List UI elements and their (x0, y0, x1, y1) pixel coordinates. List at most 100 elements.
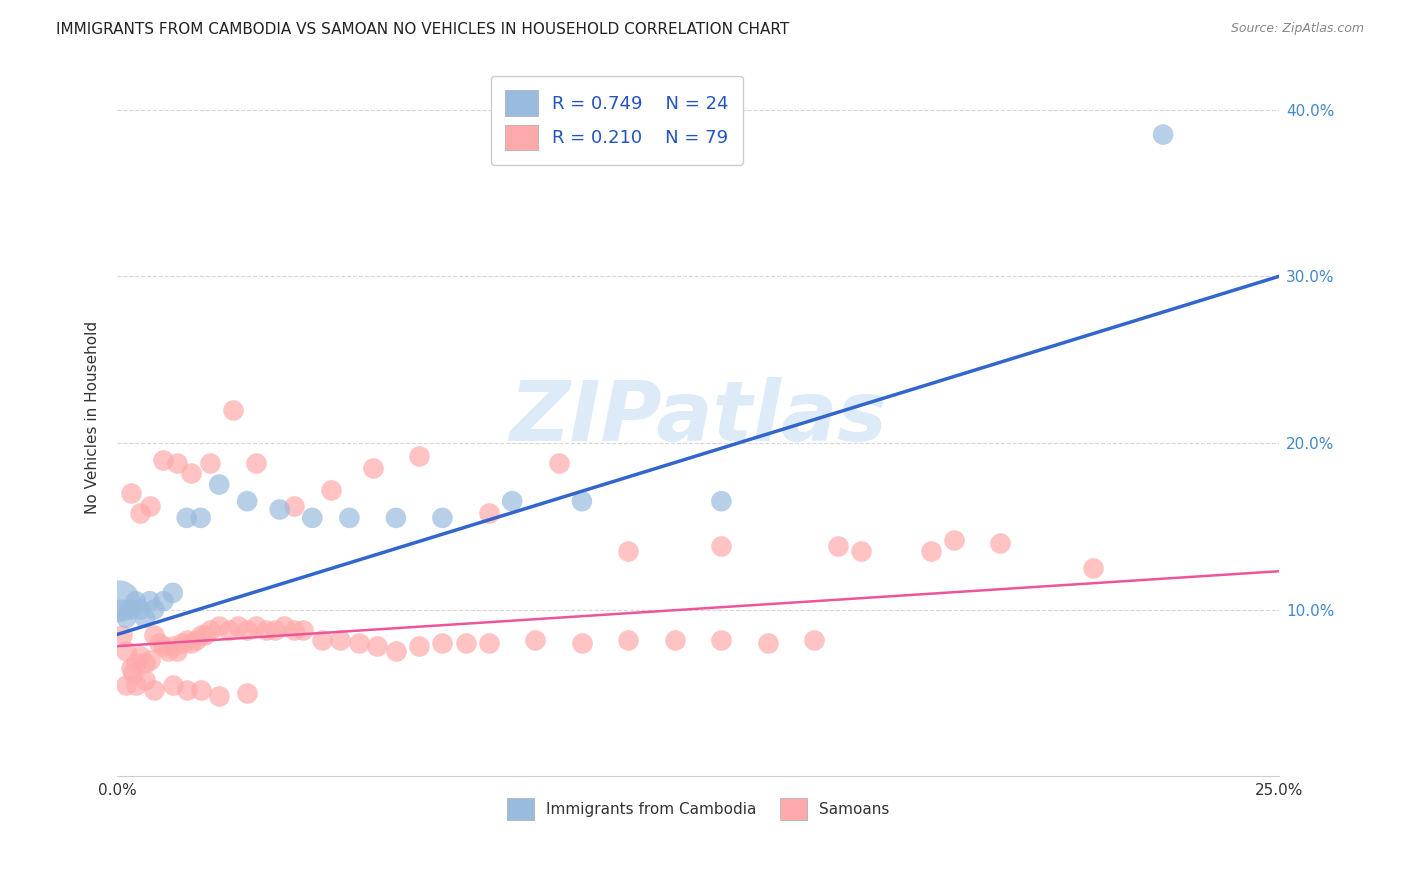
Point (710, 632, 733, 647)
Point (617, 632, 640, 647)
Point (942, 533, 965, 547)
Point (988, 536, 1011, 550)
Point (385, 511, 408, 525)
Point (120, 602, 142, 616)
Point (180, 636, 202, 650)
Point (129, 649, 152, 664)
Text: ZIPatlas: ZIPatlas (509, 377, 887, 458)
Point (1083, 561, 1105, 575)
Point (319, 483, 342, 497)
Point (218, 623, 240, 637)
Point (124, 677, 146, 691)
Point (110, 627, 132, 641)
Point (361, 461, 384, 475)
Point (129, 602, 152, 616)
Point (134, 673, 156, 687)
Point (143, 602, 166, 616)
Point (283, 499, 305, 513)
Point (454, 636, 477, 650)
Point (138, 594, 160, 608)
Point (236, 686, 259, 700)
Point (236, 494, 259, 508)
Point (124, 594, 146, 608)
Point (1152, 128, 1174, 142)
Point (176, 632, 198, 647)
Point (162, 639, 184, 653)
Point (143, 682, 166, 697)
Point (269, 502, 291, 516)
Point (264, 623, 287, 637)
Point (664, 632, 686, 647)
Point (190, 627, 212, 641)
Point (120, 661, 142, 675)
Point (180, 466, 202, 480)
Point (827, 539, 849, 553)
Point (478, 636, 501, 650)
Point (245, 619, 267, 633)
Point (184, 632, 207, 647)
Point (756, 636, 779, 650)
Point (273, 619, 295, 633)
Point (254, 623, 277, 637)
Point (134, 656, 156, 670)
Point (152, 639, 174, 653)
Point (134, 611, 156, 625)
Point (162, 586, 184, 600)
Point (339, 511, 361, 525)
Point (152, 594, 174, 608)
Point (190, 682, 212, 697)
Point (115, 644, 138, 658)
Y-axis label: No Vehicles in Household: No Vehicles in Household (86, 321, 100, 515)
Point (245, 456, 267, 470)
Point (138, 499, 160, 513)
Point (115, 677, 138, 691)
Point (236, 623, 259, 637)
Point (198, 623, 221, 637)
Point (366, 639, 388, 653)
Point (571, 636, 593, 650)
Point (124, 656, 146, 670)
Point (432, 511, 454, 525)
Point (194, 627, 217, 641)
Point (385, 644, 408, 658)
Point (710, 494, 733, 508)
Point (157, 644, 180, 658)
Point (198, 456, 221, 470)
Point (166, 644, 188, 658)
Point (291, 623, 314, 637)
Point (222, 402, 245, 417)
Point (143, 627, 166, 641)
Point (478, 506, 501, 520)
Point (347, 636, 370, 650)
Point (170, 636, 193, 650)
Point (617, 544, 640, 558)
Text: Source: ZipAtlas.com: Source: ZipAtlas.com (1230, 22, 1364, 36)
Point (148, 636, 170, 650)
Point (190, 511, 212, 525)
Point (226, 619, 249, 633)
Point (162, 677, 184, 691)
Point (208, 477, 231, 491)
Point (166, 456, 188, 470)
Point (920, 544, 942, 558)
Point (408, 639, 430, 653)
Legend: Immigrants from Cambodia, Samoans: Immigrants from Cambodia, Samoans (501, 792, 896, 826)
Point (115, 611, 138, 625)
Point (501, 494, 523, 508)
Point (571, 494, 593, 508)
Point (547, 456, 569, 470)
Point (208, 619, 231, 633)
Point (432, 636, 454, 650)
Point (122, 665, 145, 680)
Point (710, 539, 733, 553)
Point (329, 632, 352, 647)
Point (408, 449, 430, 463)
Point (803, 632, 825, 647)
Point (849, 544, 872, 558)
Point (301, 511, 323, 525)
Text: IMMIGRANTS FROM CAMBODIA VS SAMOAN NO VEHICLES IN HOUSEHOLD CORRELATION CHART: IMMIGRANTS FROM CAMBODIA VS SAMOAN NO VE… (56, 22, 790, 37)
Point (311, 632, 333, 647)
Point (283, 623, 305, 637)
Point (208, 689, 231, 703)
Point (152, 452, 174, 467)
